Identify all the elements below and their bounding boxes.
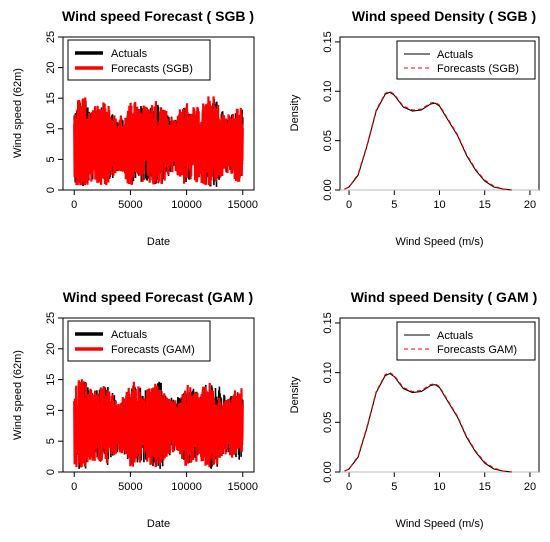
legend-entry: Actuals	[111, 329, 148, 341]
y-tick-label: 0	[45, 469, 57, 475]
panel-title: Wind speed Forecast ( SGB )	[62, 8, 254, 24]
x-tick-label: 0	[346, 481, 352, 493]
x-tick-label: 0	[346, 199, 352, 211]
x-axis-label: Date	[147, 518, 170, 530]
density-line-actuals	[344, 372, 512, 473]
y-tick-label: 0.15	[322, 312, 334, 333]
x-tick-label: 15000	[227, 481, 258, 493]
legend-box	[396, 321, 536, 361]
x-tick-label: 15	[479, 199, 491, 211]
panel-title: Wind speed Density ( GAM )	[351, 289, 538, 305]
y-tick-label: 0.05	[322, 412, 334, 433]
legend-box	[67, 320, 211, 362]
y-tick-label: 15	[45, 92, 57, 104]
x-tick-label: 5000	[118, 481, 142, 493]
y-axis-label: Density	[289, 94, 301, 131]
legend-entry: Actuals	[437, 330, 474, 342]
y-axis-label: Wind speed (62m)	[12, 68, 24, 158]
legend-entry: Forecasts GAM)	[437, 344, 517, 356]
density-line-forecasts	[344, 90, 512, 191]
legend-entry: Forecasts (GAM)	[111, 344, 195, 356]
x-tick-label: 10	[433, 481, 445, 493]
y-tick-label: 0.15	[322, 31, 334, 52]
series-line-forecasts	[73, 379, 244, 468]
x-tick-label: 15000	[227, 199, 258, 211]
panel-title: Wind speed Density ( SGB )	[352, 8, 536, 24]
plot-frame	[62, 317, 255, 473]
x-axis-label: Wind Speed (m/s)	[395, 518, 483, 530]
x-tick-label: 15	[479, 481, 491, 493]
x-tick-label: 5	[391, 199, 397, 211]
legend-box	[67, 39, 211, 81]
y-tick-label: 15	[45, 373, 57, 385]
x-axis-label: Date	[147, 236, 170, 248]
x-tick-label: 10000	[171, 199, 202, 211]
x-tick-label: 5000	[118, 199, 142, 211]
x-tick-label: 0	[71, 199, 77, 211]
legend-entry: Actuals	[437, 49, 474, 61]
y-tick-label: 10	[45, 404, 57, 416]
y-tick-label: 25	[45, 31, 57, 43]
panel-title: Wind speed Forecast (GAM )	[63, 289, 253, 305]
y-tick-label: 25	[45, 312, 57, 324]
series-line-forecasts	[73, 96, 244, 186]
legend-entry: Actuals	[111, 48, 148, 60]
y-axis-label: Wind speed (62m)	[12, 350, 24, 440]
legend-entry: Forecasts (SGB)	[437, 63, 519, 75]
y-tick-label: 10	[45, 123, 57, 135]
y-tick-label: 0.05	[322, 130, 334, 151]
y-tick-label: 0.00	[322, 179, 334, 200]
plot-frame	[62, 36, 255, 191]
y-tick-label: 5	[45, 438, 57, 444]
x-tick-label: 20	[524, 199, 536, 211]
legend-entry: Forecasts (SGB)	[111, 63, 193, 75]
y-tick-label: 20	[45, 343, 57, 355]
density-line-forecasts	[344, 371, 512, 473]
x-axis-label: Wind Speed (m/s)	[395, 236, 483, 248]
y-axis-label: Density	[289, 376, 301, 413]
y-tick-label: 0	[45, 187, 57, 193]
y-tick-label: 0.00	[322, 461, 334, 482]
y-tick-label: 0.10	[322, 362, 334, 383]
density-line-actuals	[344, 91, 512, 191]
x-tick-label: 5	[391, 481, 397, 493]
y-tick-label: 0.10	[322, 81, 334, 102]
x-tick-label: 0	[71, 481, 77, 493]
y-tick-label: 20	[45, 61, 57, 73]
x-tick-label: 10000	[171, 481, 202, 493]
y-tick-label: 5	[45, 156, 57, 162]
x-tick-label: 10	[433, 199, 445, 211]
legend-box	[396, 40, 536, 80]
x-tick-label: 20	[524, 481, 536, 493]
